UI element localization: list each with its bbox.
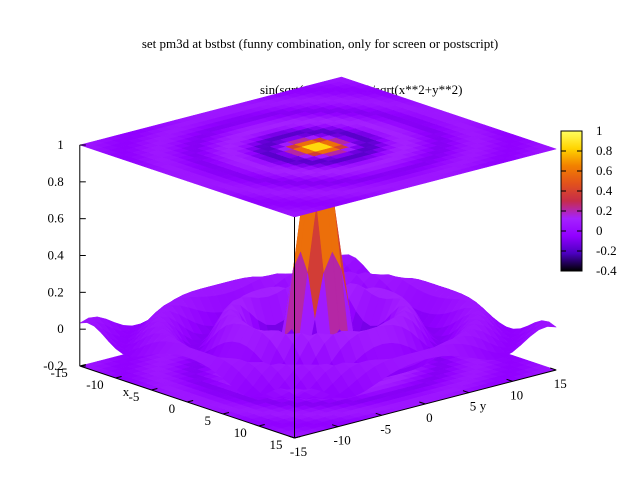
x-tick-label: 10 — [234, 425, 247, 440]
chart-title: set pm3d at bstbst (funny combination, o… — [142, 36, 498, 51]
y-tick-label: 10 — [510, 387, 523, 402]
y-tick-mark — [331, 424, 339, 428]
y-tick-mark — [288, 435, 295, 439]
z-tick-label: 0.2 — [48, 284, 64, 299]
x-tick-label: 0 — [169, 401, 176, 416]
colorbar-tick-label: 0 — [596, 223, 603, 238]
y-tick-label: -15 — [290, 444, 307, 459]
x-axis-label: x — [123, 384, 130, 399]
surface-cell — [286, 388, 304, 396]
y-tick-label: 15 — [554, 376, 567, 391]
x-tick-mark — [258, 424, 265, 427]
x-tick-mark — [222, 412, 230, 415]
x-tick-mark — [151, 388, 158, 391]
x-tick-label: -10 — [86, 377, 103, 392]
colorbar-tick-label: 0.2 — [596, 203, 612, 218]
y-tick-mark — [419, 401, 426, 405]
top-map-cell — [539, 146, 558, 152]
y-tick-label: -5 — [380, 421, 391, 436]
colorbar: -0.4 -0.2 0 0.2 0.4 0.6 0.8 1 — [560, 123, 617, 278]
z-tick-label: 0.6 — [48, 211, 65, 226]
y-tick-label: 0 — [426, 410, 433, 425]
x-tick-mark — [294, 436, 301, 439]
colorbar-gradient — [560, 130, 583, 272]
colorbar-tick-label: 0.8 — [596, 143, 612, 158]
x-tick-mark — [187, 400, 194, 403]
axes: -15 -10 -5 0 5 10 15 -15 -10 -5 0 5 10 15 -0.2 0 0.2 0.4 0… — [43, 137, 566, 459]
x-tick-label: -5 — [129, 389, 140, 404]
y-tick-mark — [550, 367, 557, 371]
colorbar-tick-label: -0.4 — [596, 263, 617, 278]
y-axis-label: y — [480, 398, 487, 413]
top-pm3d-map — [78, 76, 558, 218]
colorbar-tick-label: -0.2 — [596, 243, 617, 258]
y-tick-label: 5 — [470, 399, 477, 414]
y-tick-mark — [462, 390, 470, 394]
z-tick-label: 0.4 — [48, 248, 65, 263]
colorbar-tick-label: 0.4 — [596, 183, 613, 198]
y-tick-label: -10 — [333, 433, 350, 448]
colorbar-tick-label: 0.6 — [596, 163, 613, 178]
x-tick-label: -15 — [50, 365, 67, 380]
z-tick-label: 0.8 — [48, 174, 64, 189]
y-tick-mark — [375, 412, 382, 416]
z-tick-label: -0.2 — [43, 358, 64, 373]
x-tick-mark — [115, 376, 122, 379]
z-tick-label: 1 — [57, 137, 64, 152]
x-tick-label: 5 — [204, 413, 211, 428]
z-tick-label: 0 — [57, 321, 64, 336]
colorbar-tick-label: 1 — [596, 123, 603, 138]
x-tick-label: 15 — [270, 437, 283, 452]
y-tick-mark — [506, 378, 513, 382]
